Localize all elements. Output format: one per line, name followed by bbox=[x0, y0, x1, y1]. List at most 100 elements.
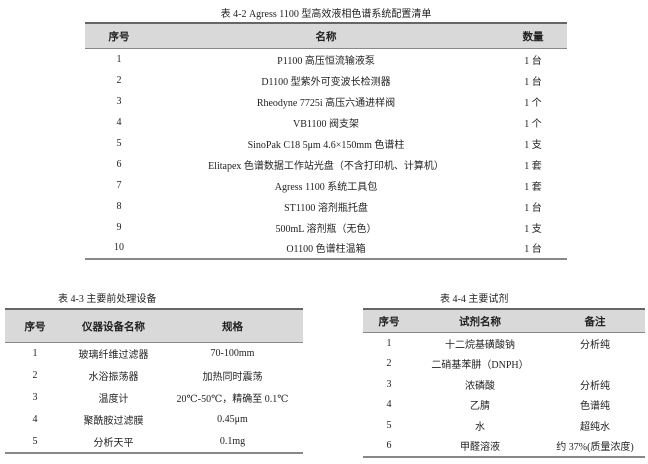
cell-value: 1 个 bbox=[524, 118, 542, 130]
cell-name: 乙腈 bbox=[470, 401, 490, 413]
table-4-4: 序号 试剂名称 备注 1 十二烷基磺酸钠 分析纯 2 二硝基苯肼（DNPH） 3 浓磷酸 分析… bbox=[363, 308, 645, 458]
table-row: 6 Elitapex 色谱数据工作站光盘（不含打印机、计算机） 1 套 bbox=[85, 154, 567, 175]
header-qty: 数量 bbox=[499, 22, 567, 49]
table-header-row: 序号 试剂名称 备注 bbox=[363, 308, 645, 333]
cell-value: 1 台 bbox=[524, 76, 542, 88]
cell-name: 十二烷基磺酸钠 bbox=[445, 339, 515, 351]
cell-value: 1 个 bbox=[524, 97, 542, 109]
header-note: 备注 bbox=[545, 308, 645, 333]
header-name: 试剂名称 bbox=[415, 308, 545, 333]
cell-name: O1100 色谱柱温箱 bbox=[153, 237, 499, 260]
cell-name: 聚酰胺过滤膜 bbox=[83, 416, 144, 427]
cell-name: 二硝基苯肼（DNPH） bbox=[431, 360, 529, 372]
cell-seq: 2 bbox=[386, 358, 392, 370]
header-name: 名称 bbox=[153, 22, 499, 49]
cell-name: 甲醛溶液 bbox=[415, 435, 545, 458]
cell-seq: 3 bbox=[386, 378, 392, 390]
table-row: 8 ST1100 溶剂瓶托盘 1 台 bbox=[85, 196, 567, 217]
cell-value: 0.45μm bbox=[217, 414, 248, 425]
cell-name: 玻璃纤维过滤器 bbox=[78, 350, 149, 362]
table-row: 4 聚酰胺过滤膜 0.45μm bbox=[5, 409, 303, 431]
cell-seq: 2 bbox=[116, 74, 122, 86]
table-row: 1 玻璃纤维过滤器 70-100mm bbox=[5, 343, 303, 365]
table-row: 7 Agress 1100 系统工具包 1 套 bbox=[85, 175, 567, 196]
cell-value: 约 37%(质量浓度) bbox=[545, 435, 645, 458]
cell-seq: 6 bbox=[363, 435, 415, 458]
cell-seq: 1 bbox=[116, 53, 122, 65]
cell-name: VB1100 阀支架 bbox=[292, 118, 360, 130]
cell-seq: 4 bbox=[32, 414, 38, 425]
table-row: 5 分析天平 0.1mg bbox=[5, 430, 303, 454]
cell-seq: 5 bbox=[386, 420, 392, 432]
table-row: 3 温度计 20℃-50℃，精确至 0.1℃ bbox=[5, 387, 303, 409]
cell-seq: 6 bbox=[116, 158, 122, 170]
table-4-2-caption: 表 4-2 Agress 1100 型高效液相色谱系统配置清单 bbox=[220, 9, 432, 20]
table-row: 9 500mL 溶剂瓶（无色） 1 支 bbox=[85, 217, 567, 238]
cell-value: 1 套 bbox=[524, 160, 542, 172]
cell-name: 水 bbox=[475, 422, 485, 434]
table-row: 10 O1100 色谱柱温箱 1 台 bbox=[85, 237, 567, 260]
cell-seq: 1 bbox=[386, 337, 392, 349]
cell-name: 温度计 bbox=[98, 394, 129, 405]
cell-value: 1 支 bbox=[524, 139, 542, 151]
cell-seq: 7 bbox=[116, 179, 122, 191]
cell-value: 分析纯 bbox=[580, 380, 610, 392]
table-header-row: 序号 仪器设备名称 规格 bbox=[5, 308, 303, 343]
cell-value: 20℃-50℃，精确至 0.1℃ bbox=[176, 394, 289, 405]
cell-value: 0.1mg bbox=[162, 430, 303, 454]
cell-name: P1100 高压恒流输液泵 bbox=[277, 55, 375, 67]
cell-seq: 3 bbox=[116, 95, 122, 107]
table-row: 1 十二烷基磺酸钠 分析纯 bbox=[363, 333, 645, 354]
cell-value bbox=[545, 353, 645, 374]
cell-seq: 5 bbox=[116, 137, 122, 149]
header-seq: 序号 bbox=[363, 308, 415, 333]
table-row: 4 VB1100 阀支架 1 个 bbox=[85, 112, 567, 133]
table-4-3: 序号 仪器设备名称 规格 1 玻璃纤维过滤器 70-100mm 2 水浴振荡器 加热同时震… bbox=[5, 308, 303, 454]
header-seq: 序号 bbox=[5, 308, 65, 343]
cell-value: 1 支 bbox=[524, 223, 542, 235]
cell-name: 浓磷酸 bbox=[465, 380, 495, 392]
cell-name: ST1100 溶剂瓶托盘 bbox=[284, 202, 368, 214]
table-header-row: 序号 名称 数量 bbox=[85, 22, 567, 49]
cell-value: 色谱纯 bbox=[580, 401, 610, 413]
table-row: 5 水 超纯水 bbox=[363, 415, 645, 436]
table-row: 5 SinoPak C18 5μm 4.6×150mm 色谱柱 1 支 bbox=[85, 133, 567, 154]
cell-seq: 4 bbox=[116, 116, 122, 128]
table-row: 2 水浴振荡器 加热同时震荡 bbox=[5, 365, 303, 387]
header-name: 仪器设备名称 bbox=[65, 308, 162, 343]
cell-name: SinoPak C18 5μm 4.6×150mm 色谱柱 bbox=[247, 139, 405, 151]
cell-value: 超纯水 bbox=[580, 422, 610, 434]
cell-value: 1 台 bbox=[524, 202, 542, 214]
cell-seq: 5 bbox=[5, 430, 65, 454]
cell-name: D1100 型紫外可变波长检测器 bbox=[261, 76, 391, 88]
cell-name: Elitapex 色谱数据工作站光盘（不含打印机、计算机） bbox=[208, 160, 444, 172]
cell-name: 分析天平 bbox=[65, 430, 162, 454]
table-row: 2 二硝基苯肼（DNPH） bbox=[363, 353, 645, 374]
table-4-3-caption: 表 4-3 主要前处理设备 bbox=[58, 294, 157, 305]
cell-name: 500mL 溶剂瓶（无色） bbox=[275, 223, 377, 235]
cell-name: Rheodyne 7725i 高压六通进样阀 bbox=[256, 97, 396, 109]
cell-value: 70-100mm bbox=[210, 348, 255, 360]
cell-seq: 9 bbox=[116, 221, 122, 233]
cell-value: 分析纯 bbox=[580, 339, 610, 351]
cell-seq: 1 bbox=[32, 348, 38, 360]
cell-seq: 3 bbox=[32, 392, 38, 403]
cell-value: 1 台 bbox=[499, 237, 567, 260]
table-row: 6 甲醛溶液约 37%(质量浓度) bbox=[363, 435, 645, 458]
cell-value: 1 台 bbox=[524, 55, 542, 67]
table-4-2: 序号 名称 数量 1 P1100 高压恒流输液泵 1 台 2 D1100 型紫外可变波长… bbox=[85, 22, 567, 260]
table-row: 3 Rheodyne 7725i 高压六通进样阀 1 个 bbox=[85, 91, 567, 112]
cell-seq: 8 bbox=[116, 200, 122, 212]
table-row: 3 浓磷酸 分析纯 bbox=[363, 374, 645, 395]
table-row: 4 乙腈 色谱纯 bbox=[363, 395, 645, 416]
cell-seq: 4 bbox=[386, 399, 392, 411]
cell-seq: 2 bbox=[32, 370, 38, 381]
table-row: 1 P1100 高压恒流输液泵 1 台 bbox=[85, 49, 567, 70]
cell-name: Agress 1100 系统工具包 bbox=[274, 181, 378, 193]
cell-seq: 10 bbox=[85, 237, 153, 260]
header-spec: 规格 bbox=[162, 308, 303, 343]
cell-value: 加热同时震荡 bbox=[202, 372, 263, 383]
table-4-4-caption: 表 4-4 主要试剂 bbox=[440, 294, 509, 305]
header-seq: 序号 bbox=[85, 22, 153, 49]
cell-name: 水浴振荡器 bbox=[88, 372, 139, 383]
